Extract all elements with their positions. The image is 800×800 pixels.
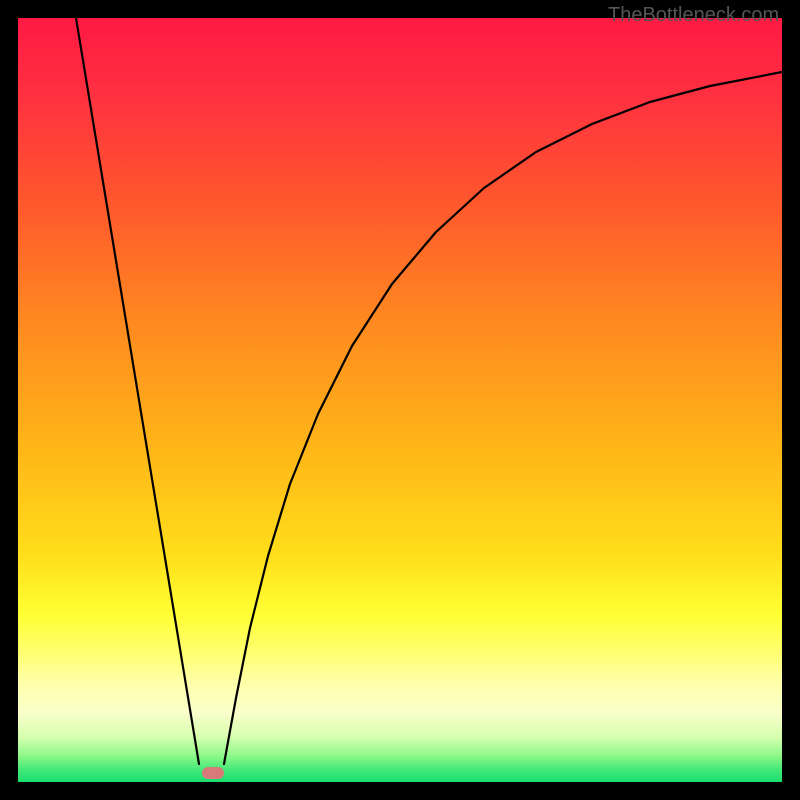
watermark-text: TheBottleneck.com <box>608 4 779 27</box>
curve-right <box>224 72 782 764</box>
curve-overlay <box>18 18 782 782</box>
curve-left <box>76 18 199 764</box>
bottleneck-chart: TheBottleneck.com <box>0 0 800 800</box>
plot-area <box>18 18 782 782</box>
optimal-marker <box>202 767 224 779</box>
